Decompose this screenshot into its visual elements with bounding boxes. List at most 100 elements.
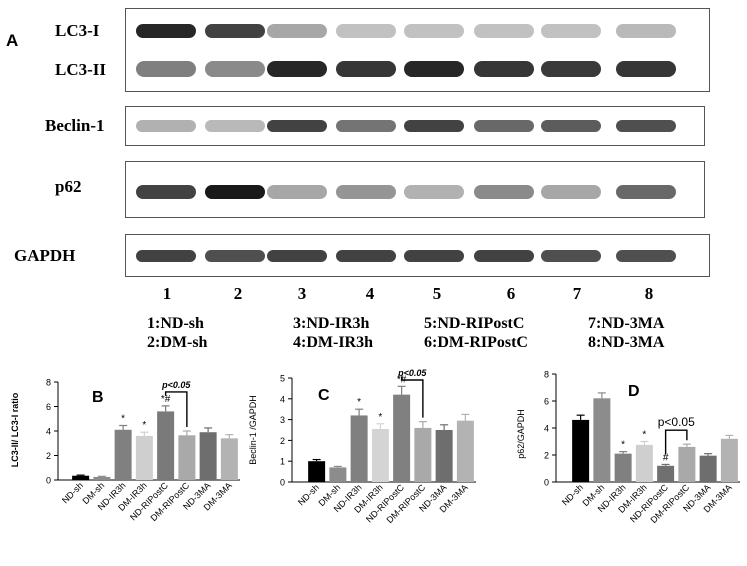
y-tick-label: 8 <box>544 370 549 380</box>
bar <box>720 438 738 482</box>
bar <box>371 428 389 482</box>
significance-bracket <box>164 391 188 427</box>
lane-number: 5 <box>432 284 442 303</box>
y-tick-label: 5 <box>280 374 285 384</box>
blot-band <box>616 250 676 262</box>
y-tick-label: 1 <box>280 457 285 467</box>
blot-row-beclin-1 <box>136 120 676 132</box>
legend-item: 8:ND-3MA <box>588 334 665 351</box>
blot-band <box>267 61 327 77</box>
blot-row-lc3-i <box>136 24 676 38</box>
blot-band <box>336 250 396 262</box>
bar <box>114 429 132 480</box>
bar <box>72 475 90 480</box>
significance-mark: * <box>642 430 646 441</box>
y-tick-label: 2 <box>544 451 549 461</box>
legend-item: 5:ND-RIPostC <box>424 315 525 332</box>
blot-band <box>136 61 196 77</box>
blot-svg-p62 <box>136 185 676 199</box>
significance-mark: * <box>378 412 382 423</box>
blot-band <box>205 185 265 199</box>
chart-d: 02468p62/GAPDHDND-shDM-sh*ND-IR3h*DM-IR3… <box>516 370 740 525</box>
bar <box>157 411 175 480</box>
significance-mark: *# <box>161 394 171 405</box>
y-tick-label: 2 <box>46 451 51 461</box>
panel-letter: D <box>628 383 640 400</box>
y-tick-label: 0 <box>46 476 51 486</box>
significance-mark: * <box>142 420 146 431</box>
bar <box>572 419 590 482</box>
bar <box>178 435 196 480</box>
x-tick-label: ND-sh <box>296 482 321 507</box>
lane-number: 1 <box>162 284 172 303</box>
bracket-label: p<0.05 <box>397 368 427 378</box>
blot-band <box>267 185 327 199</box>
blot-band <box>616 120 676 132</box>
bar <box>435 430 453 482</box>
blot-panel-p62 <box>125 161 705 218</box>
bar <box>414 427 432 482</box>
blot-band <box>474 250 534 262</box>
blot-band <box>474 24 534 38</box>
bar <box>93 476 111 480</box>
y-tick-label: 0 <box>544 478 549 488</box>
blot-band <box>474 120 534 132</box>
blot-band <box>541 250 601 262</box>
y-tick-label: 6 <box>544 397 549 407</box>
y-tick-label: 4 <box>280 394 285 404</box>
blot-band <box>336 185 396 199</box>
blot-row-lc3-ii <box>136 61 676 77</box>
bar <box>635 444 653 482</box>
bar <box>678 446 696 482</box>
blot-band <box>267 24 327 38</box>
blot-band <box>205 250 265 262</box>
y-axis-label: p62/GAPDH <box>516 409 526 459</box>
blot-label-lc3-i: LC3-I <box>55 21 100 40</box>
y-tick-label: 4 <box>46 427 51 437</box>
blot-band <box>136 185 196 199</box>
blot-band <box>336 61 396 77</box>
bar <box>135 435 153 480</box>
legend-item: 4:DM-IR3h <box>293 334 373 351</box>
x-tick-label: ND-sh <box>60 480 85 505</box>
panel-letter: B <box>92 389 104 406</box>
blot-band <box>136 120 196 132</box>
legend-item: 6:DM-RIPostC <box>424 334 528 351</box>
blot-band <box>205 24 265 38</box>
blot-band <box>541 24 601 38</box>
bar <box>350 415 368 482</box>
y-axis-label: Beclin-1 /GAPDH <box>248 395 258 465</box>
legend-item: 3:ND-IR3h <box>293 315 370 332</box>
blot-band <box>541 61 601 77</box>
y-tick-label: 8 <box>46 378 51 388</box>
blot-band <box>336 24 396 38</box>
legend-item: 2:DM-sh <box>147 334 208 351</box>
lane-number: 6 <box>506 284 516 303</box>
significance-bracket <box>400 376 424 418</box>
lane-number: 7 <box>572 284 582 303</box>
significance-mark: * <box>621 440 625 451</box>
blot-band <box>205 61 265 77</box>
blot-band <box>205 120 265 132</box>
significance-mark: # <box>663 452 669 463</box>
blot-svg-lc3 <box>136 24 676 77</box>
blot-band <box>541 185 601 199</box>
bar <box>593 398 611 482</box>
blot-band <box>267 250 327 262</box>
blot-band <box>616 185 676 199</box>
bar <box>699 455 717 482</box>
bracket-label: p<0.05 <box>658 415 695 429</box>
blot-label-gapdh: GAPDH <box>14 246 76 265</box>
blot-row-gapdh <box>136 250 676 262</box>
blot-band <box>404 185 464 199</box>
blot-svg-gapdh <box>136 250 676 262</box>
bar <box>220 438 238 480</box>
blot-label-p62: p62 <box>55 177 82 196</box>
blot-band <box>616 61 676 77</box>
panel-letter-a: A <box>6 31 19 50</box>
blot-band <box>404 120 464 132</box>
bar <box>614 453 632 482</box>
bracket-label: p<0.05 <box>161 380 191 390</box>
